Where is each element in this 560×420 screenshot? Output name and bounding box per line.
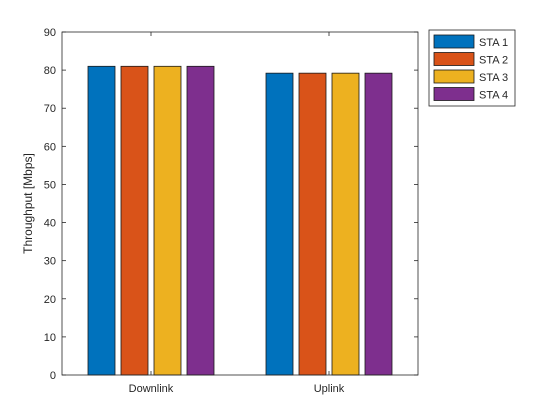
bar-downlink-sta-3 bbox=[154, 66, 181, 375]
y-tick-label: 20 bbox=[44, 294, 56, 306]
x-tick-label: Downlink bbox=[129, 383, 174, 395]
bar-downlink-sta-2 bbox=[121, 66, 148, 375]
bar-downlink-sta-1 bbox=[88, 66, 115, 375]
x-tick-label: Uplink bbox=[314, 383, 345, 395]
y-tick-label: 70 bbox=[44, 103, 56, 115]
bar-uplink-sta-3 bbox=[332, 73, 359, 375]
bar-uplink-sta-4 bbox=[365, 73, 392, 375]
y-tick-label: 30 bbox=[44, 256, 56, 268]
legend-swatch bbox=[434, 70, 474, 83]
legend-label: STA 1 bbox=[479, 37, 508, 49]
bar-uplink-sta-1 bbox=[266, 73, 293, 375]
y-tick-label: 90 bbox=[44, 27, 56, 39]
y-tick-label: 50 bbox=[44, 179, 56, 191]
legend-label: STA 3 bbox=[479, 72, 508, 84]
y-axis-label: Throughput [Mbps] bbox=[21, 153, 35, 254]
y-tick-label: 80 bbox=[44, 65, 56, 77]
y-tick-label: 40 bbox=[44, 218, 56, 230]
bar-downlink-sta-4 bbox=[187, 66, 214, 375]
legend-label: STA 4 bbox=[479, 90, 508, 102]
y-tick-label: 10 bbox=[44, 332, 56, 344]
legend-label: STA 2 bbox=[479, 55, 508, 67]
y-tick-label: 60 bbox=[44, 141, 56, 153]
y-tick-label: 0 bbox=[50, 370, 56, 382]
legend-swatch bbox=[434, 53, 474, 66]
legend-swatch bbox=[434, 35, 474, 48]
legend: STA 1 STA 2 STA 3 STA 4 bbox=[429, 30, 515, 106]
legend-swatch bbox=[434, 88, 474, 101]
bar-uplink-sta-2 bbox=[299, 73, 326, 375]
